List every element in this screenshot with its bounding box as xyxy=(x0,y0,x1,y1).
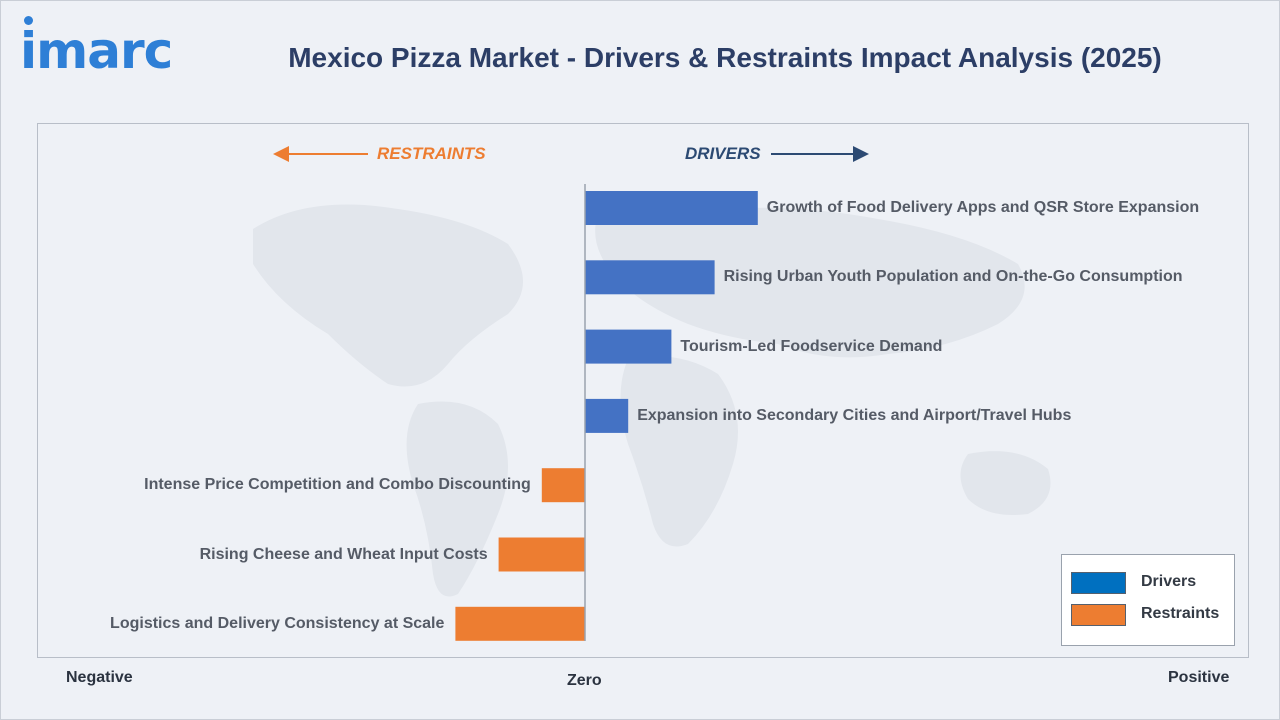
legend: Drivers Restraints xyxy=(1061,554,1235,646)
bar-chart xyxy=(273,146,869,641)
drivers-direction-label: DRIVERS xyxy=(685,144,761,163)
world-map-background xyxy=(253,202,1051,597)
restraints-direction-label: RESTRAINTS xyxy=(377,144,486,163)
legend-swatch-restraints xyxy=(1071,604,1126,626)
bar-drivers-3 xyxy=(585,398,629,433)
page-title: Mexico Pizza Market - Drivers & Restrain… xyxy=(288,42,1162,73)
bar-label-drivers-2: Tourism-Led Foodservice Demand xyxy=(680,337,943,355)
legend-label-drivers: Drivers xyxy=(1141,573,1197,590)
bar-label-drivers-0: Growth of Food Delivery Apps and QSR Sto… xyxy=(766,199,1200,216)
bar-label-restraints-0: Intense Price Competition and Combo Disc… xyxy=(144,476,531,494)
bar-label-restraints-1: Rising Cheese and Wheat Input Costs xyxy=(199,545,488,563)
legend-swatch-drivers xyxy=(1071,572,1126,594)
bar-label-drivers-3: Expansion into Secondary Cities and Airp… xyxy=(637,406,1072,424)
bar-restraints-0 xyxy=(541,468,585,503)
bar-restraints-1 xyxy=(498,537,585,572)
axis-negative-label: Negative xyxy=(66,669,133,686)
bar-drivers-1 xyxy=(585,260,715,295)
bar-label-restraints-2: Logistics and Delivery Consistency at Sc… xyxy=(110,614,445,632)
axis-zero-label: Zero xyxy=(567,672,602,689)
legend-label-restraints: Restraints xyxy=(1141,605,1220,622)
logo-dot xyxy=(24,16,33,25)
bar-drivers-2 xyxy=(585,329,672,364)
chart-area: RESTRAINTS DRIVERS Growth of Food Delive… xyxy=(37,123,1249,658)
axis-positive-label: Positive xyxy=(1168,669,1230,686)
bar-restraints-2 xyxy=(455,606,585,641)
bar-label-drivers-1: Rising Urban Youth Population and On-the… xyxy=(723,268,1183,286)
bar-drivers-0 xyxy=(585,191,758,225)
imarc-logo: imarc xyxy=(20,22,173,80)
